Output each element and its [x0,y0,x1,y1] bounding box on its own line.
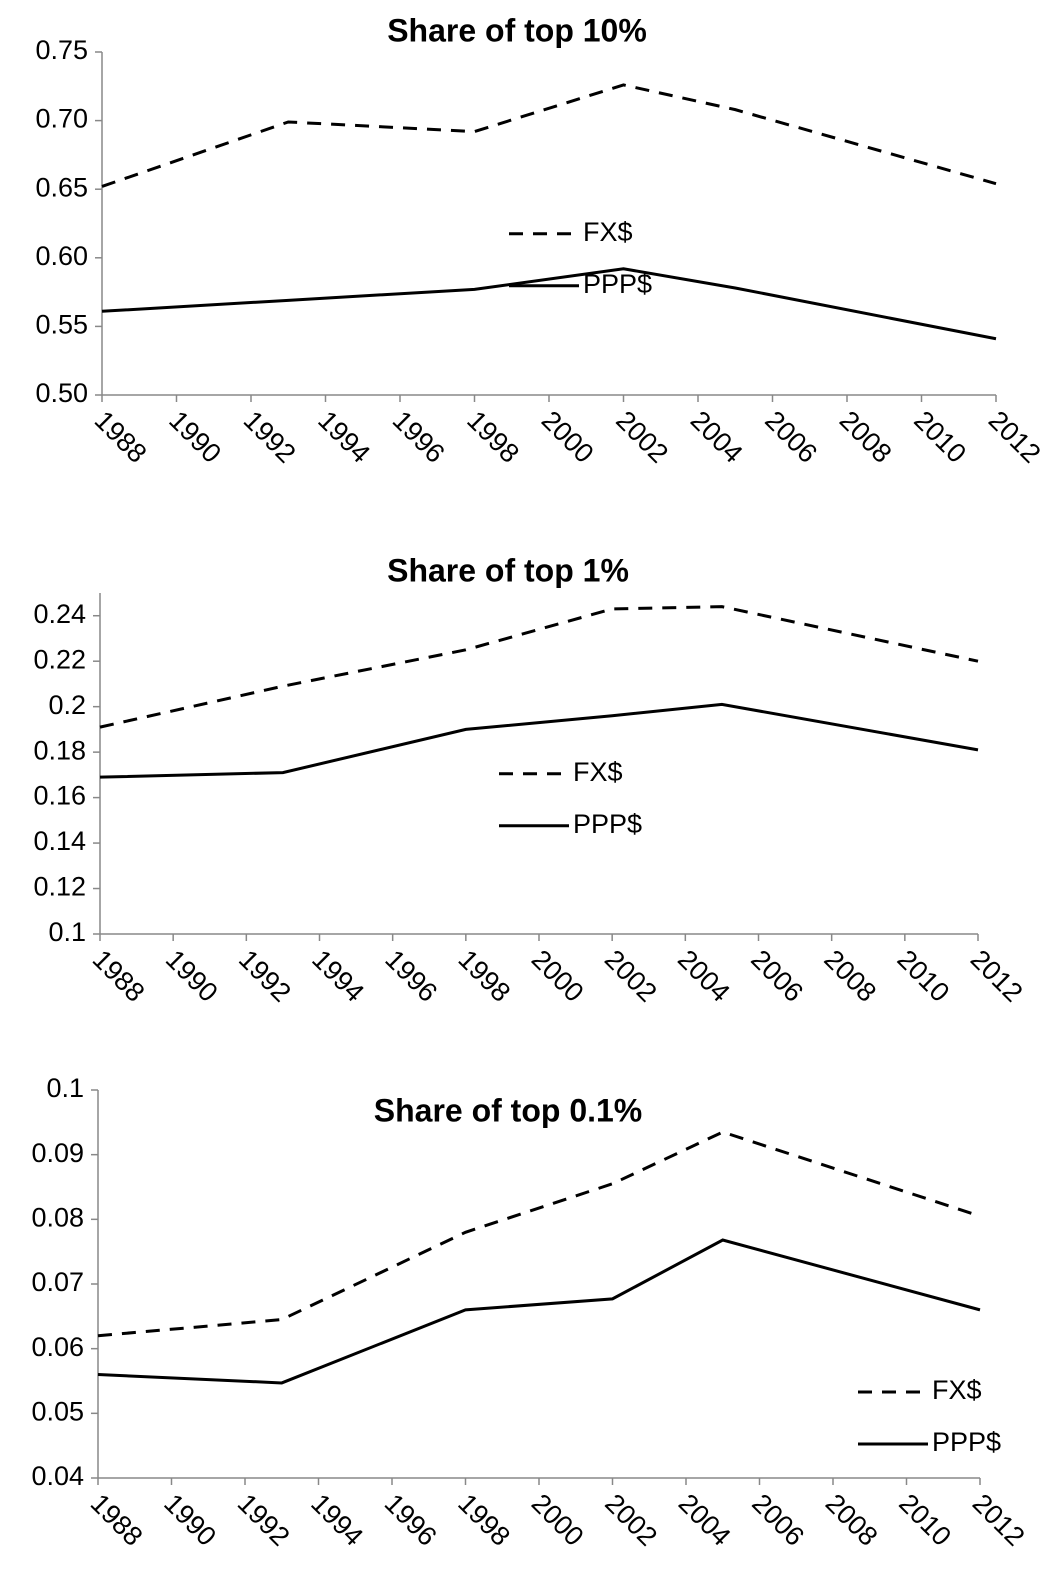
y-tick-label: 0.70 [35,104,88,134]
legend-label: PPP$ [932,1427,1001,1457]
y-tick-label: 0.22 [33,644,86,674]
x-tick-label: 1990 [160,944,224,1008]
line-series [97,1130,981,1338]
y-tick-label: 0.04 [31,1461,84,1491]
y-tick-label: 0.1 [48,917,86,947]
chart-title: Share of top 10% [387,12,647,48]
legend-label: FX$ [932,1375,982,1405]
y-tick-label: 0.24 [33,599,86,629]
x-tick-label: 1988 [89,405,153,469]
line-series [97,1238,981,1385]
x-tick-label: 2006 [745,944,809,1008]
x-tick-label: 2002 [599,1488,663,1552]
x-tick-label: 2010 [908,405,972,469]
y-tick-label: 0.18 [33,735,86,765]
x-tick-label: 2012 [983,405,1047,469]
line-series [101,267,997,341]
x-tick-label: 1994 [305,1488,369,1552]
y-tick-label: 0.75 [35,35,88,65]
x-tick-label: 1998 [453,944,517,1008]
x-tick-label: 2004 [685,405,749,469]
x-tick-label: 1996 [379,1488,443,1552]
x-tick-label: 2008 [834,405,898,469]
x-tick-label: 2000 [526,1488,590,1552]
y-tick-label: 0.06 [31,1332,84,1362]
x-tick-label: 1996 [379,944,443,1008]
x-tick-label: 2006 [759,405,823,469]
y-tick-label: 0.65 [35,172,88,202]
line-series [101,83,997,188]
x-tick-label: 1988 [85,1488,149,1552]
chart-title: Share of top 0.1% [374,1092,643,1128]
x-tick-label: 1994 [312,405,376,469]
x-tick-label: 1992 [238,405,302,469]
x-tick-label: 2004 [672,944,736,1008]
line-series [99,702,979,779]
legend-label: PPP$ [573,809,642,839]
line-series [99,605,979,729]
x-tick-label: 2012 [967,1488,1031,1552]
y-tick-label: 0.14 [33,826,86,856]
x-tick-label: 1994 [306,944,370,1008]
y-tick-label: 0.2 [48,690,86,720]
x-tick-label: 1992 [232,1488,296,1552]
y-tick-label: 0.07 [31,1267,84,1297]
x-tick-label: 2002 [610,405,674,469]
x-tick-label: 2000 [536,405,600,469]
x-tick-label: 1996 [387,405,451,469]
y-tick-label: 0.55 [35,310,88,340]
x-tick-label: 2004 [673,1488,737,1552]
x-tick-label: 1998 [452,1488,516,1552]
y-tick-label: 0.1 [46,1073,84,1103]
legend-label: FX$ [583,217,633,247]
x-tick-label: 2000 [526,944,590,1008]
y-tick-label: 0.09 [31,1138,84,1168]
y-tick-label: 0.16 [33,781,86,811]
legend-label: FX$ [573,757,623,787]
x-tick-label: 2008 [818,944,882,1008]
x-tick-label: 1992 [233,944,297,1008]
x-tick-label: 2006 [746,1488,810,1552]
x-tick-label: 2008 [820,1488,884,1552]
x-tick-label: 1990 [163,405,227,469]
y-tick-label: 0.05 [31,1396,84,1426]
chart-title: Share of top 1% [387,552,629,588]
x-tick-label: 2010 [893,1488,957,1552]
x-tick-label: 1998 [461,405,525,469]
x-tick-label: 2012 [965,944,1029,1008]
y-tick-label: 0.50 [35,378,88,408]
y-tick-label: 0.12 [33,872,86,902]
x-tick-label: 1988 [87,944,151,1008]
legend-label: PPP$ [583,269,652,299]
x-tick-label: 2010 [892,944,956,1008]
x-tick-label: 2002 [599,944,663,1008]
y-tick-label: 0.08 [31,1202,84,1232]
x-tick-label: 1990 [158,1488,222,1552]
y-tick-label: 0.60 [35,241,88,271]
